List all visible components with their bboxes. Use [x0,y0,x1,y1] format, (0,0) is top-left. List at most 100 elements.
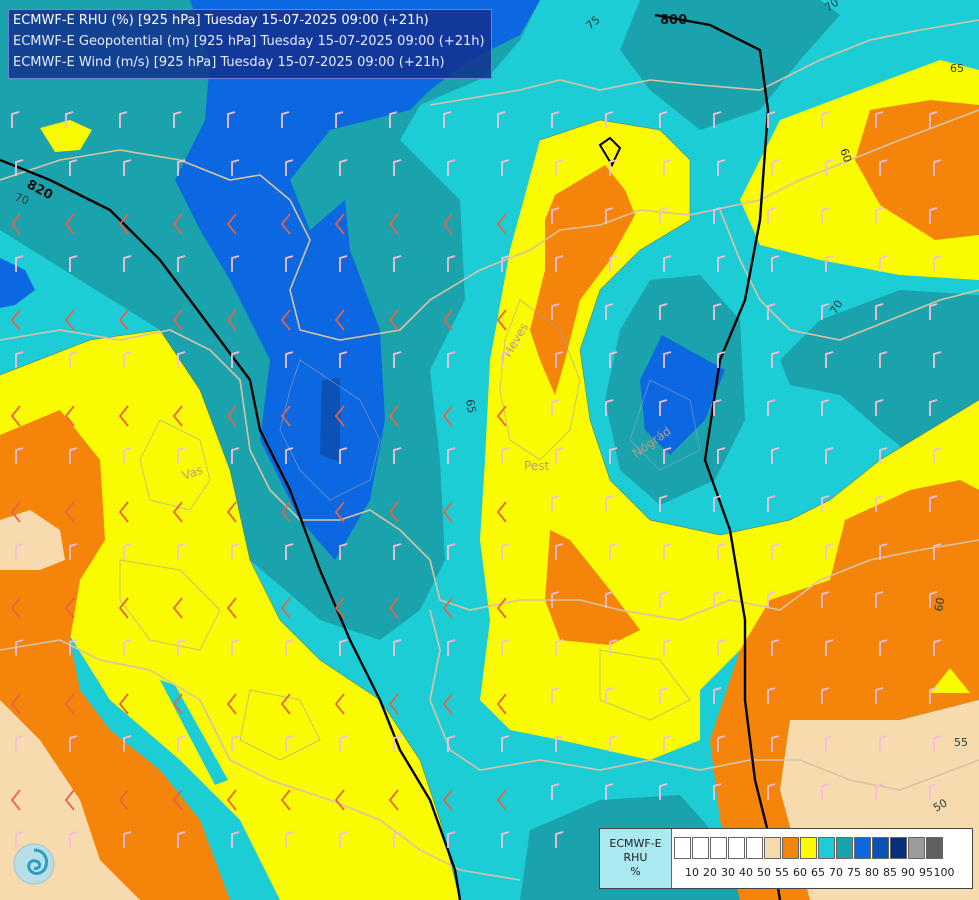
wind-barb [497,111,506,128]
wind-barb [334,405,345,427]
scale-swatch [782,837,799,859]
wind-barb [767,687,776,704]
wind-barb [69,831,78,848]
wind-barb [10,597,21,619]
scale-tick-label: 65 [811,866,825,879]
wind-barb [173,111,182,128]
wind-barb [929,303,938,320]
wind-barb [442,597,453,619]
wind-barb [875,495,884,512]
wind-barb [555,735,564,752]
wind-barb [767,495,776,512]
scale-swatch [908,837,925,859]
wind-barb [496,405,507,427]
wind-barb [447,831,456,848]
wind-barb [123,639,132,656]
wind-barb [172,213,183,235]
wind-barb [551,687,560,704]
wind-barb [15,159,24,176]
scale-tick-label: 85 [883,866,897,879]
wind-barb [64,309,75,331]
wind-barb [663,159,672,176]
wind-barb [551,399,560,416]
wind-barb [767,783,776,800]
wind-barb [393,159,402,176]
wind-barb [15,543,24,560]
place-label-vas: Vas [180,463,204,483]
wind-barb [713,687,722,704]
wind-barb [933,351,942,368]
rh-55-60-area-east [710,480,979,900]
wind-barb [285,543,294,560]
wind-barb [875,399,884,416]
wind-barb [717,639,726,656]
wind-barb [442,309,453,331]
wind-barb [609,735,618,752]
wind-barb [231,351,240,368]
wind-barb [226,693,237,715]
wind-barb [118,597,129,619]
wind-barb [442,213,453,235]
wind-barb [280,789,291,811]
wind-barb [393,447,402,464]
wind-barb [123,447,132,464]
wind-barb [659,783,668,800]
wind-barb [767,111,776,128]
wind-barb [177,735,186,752]
scale-tick-label: 30 [721,866,735,879]
wind-barb [123,351,132,368]
wind-barb [879,159,888,176]
wind-barb [119,111,128,128]
title-geopotential: ECMWF-E Geopotential (m) [925 hPa] Tuesd… [13,34,485,49]
scale-title-variable: RHU [623,851,648,864]
wind-barb [609,447,618,464]
wind-barb [69,735,78,752]
wind-barb [825,255,834,272]
wind-barb [717,735,726,752]
wind-barb [339,351,348,368]
wind-barb [10,693,21,715]
wind-barb [933,255,942,272]
wind-barb [713,399,722,416]
wind-barb [555,543,564,560]
wind-barb [177,447,186,464]
wind-barb [69,351,78,368]
wind-barb [280,501,291,523]
wind-barb [339,255,348,272]
wind-barb [177,255,186,272]
wind-barb [663,543,672,560]
wind-barb [879,735,888,752]
wind-barb [663,255,672,272]
wind-barb [339,735,348,752]
wind-barb [285,831,294,848]
title-wind: ECMWF-E Wind (m/s) [925 hPa] Tuesday 15-… [13,55,445,70]
wind-barb [609,639,618,656]
wind-barb [713,495,722,512]
wind-barb [172,789,183,811]
wind-barb [447,639,456,656]
wind-barb [388,789,399,811]
scale-swatch [728,837,745,859]
scale-tick-label: 80 [865,866,879,879]
wind-barb [118,501,129,523]
wind-barb [285,447,294,464]
wind-barb [15,831,24,848]
country-borders [0,19,979,881]
scale-tick-label: 10 [685,866,699,879]
wind-barb [64,501,75,523]
wind-barb [231,639,240,656]
wind-barb [123,735,132,752]
scale-swatch [692,837,709,859]
wind-barb [771,255,780,272]
scale-tick-label: 70 [829,866,843,879]
wind-barb [717,447,726,464]
scale-tick-label: 90 [901,866,915,879]
wind-barb [555,351,564,368]
wind-barb [334,501,345,523]
wind-barb [767,207,776,224]
wind-barb [659,303,668,320]
wind-barb [443,111,452,128]
wind-barb [821,783,830,800]
wind-barb [555,159,564,176]
